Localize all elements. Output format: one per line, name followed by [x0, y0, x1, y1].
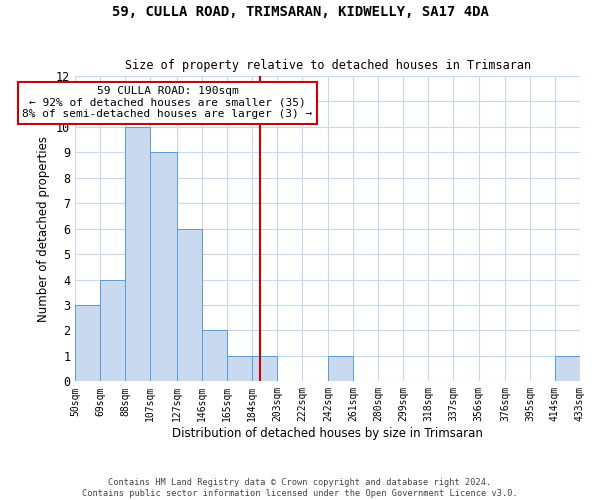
Text: 59 CULLA ROAD: 190sqm
← 92% of detached houses are smaller (35)
8% of semi-detac: 59 CULLA ROAD: 190sqm ← 92% of detached …	[22, 86, 313, 120]
Bar	[176, 228, 202, 382]
Text: 59, CULLA ROAD, TRIMSARAN, KIDWELLY, SA17 4DA: 59, CULLA ROAD, TRIMSARAN, KIDWELLY, SA1…	[112, 5, 488, 19]
Bar	[555, 356, 580, 382]
Title: Size of property relative to detached houses in Trimsaran: Size of property relative to detached ho…	[125, 59, 530, 72]
Bar	[75, 305, 100, 382]
Y-axis label: Number of detached properties: Number of detached properties	[37, 136, 50, 322]
Bar	[125, 127, 150, 382]
Text: Contains HM Land Registry data © Crown copyright and database right 2024.
Contai: Contains HM Land Registry data © Crown c…	[82, 478, 518, 498]
Bar	[328, 356, 353, 382]
Bar	[227, 356, 252, 382]
Bar	[252, 356, 277, 382]
Bar	[100, 280, 125, 382]
Bar	[150, 152, 176, 382]
X-axis label: Distribution of detached houses by size in Trimsaran: Distribution of detached houses by size …	[172, 427, 483, 440]
Bar	[202, 330, 227, 382]
